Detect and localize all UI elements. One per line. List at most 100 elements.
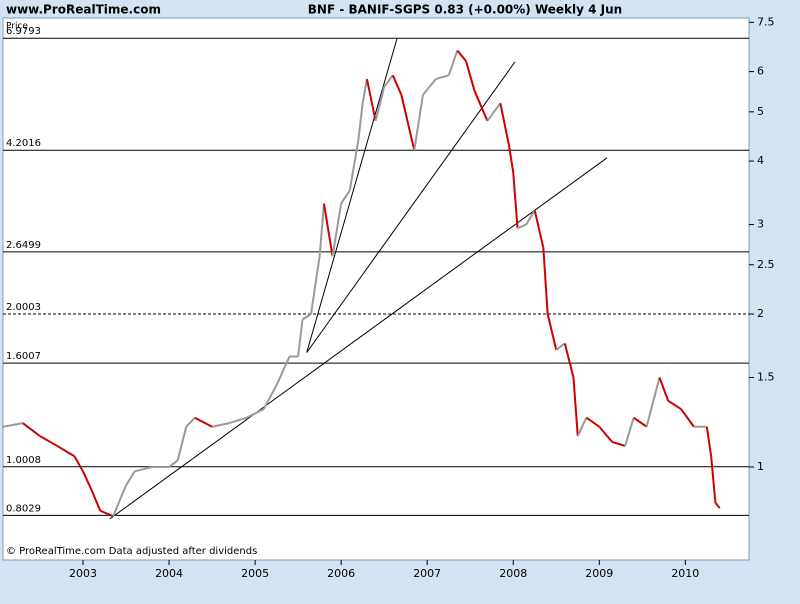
price-segment [90, 489, 102, 512]
price-segment [525, 209, 536, 226]
price-segment [112, 484, 127, 517]
level-label: 0.8029 [6, 503, 41, 514]
price-segment [318, 203, 325, 257]
trendline [306, 38, 398, 353]
plot-area [2, 17, 750, 561]
price-segment [572, 377, 579, 437]
price-segment [391, 74, 403, 96]
price-segment [365, 78, 377, 122]
price-segment [301, 313, 312, 321]
price-segment [168, 459, 179, 468]
price-segment [361, 78, 368, 104]
price-segment [310, 255, 321, 315]
x-tick-label: 2006 [327, 567, 355, 580]
price-segment [542, 247, 549, 315]
price-segment [645, 377, 661, 427]
price-segment [176, 426, 188, 461]
trendline [109, 157, 608, 520]
price-segment [456, 49, 467, 62]
price-segment [499, 102, 510, 146]
price-segment [322, 203, 334, 257]
price-segment [185, 417, 196, 428]
y-tick-label: 1.5 [757, 371, 775, 384]
price-segment [383, 74, 394, 88]
price-segment [56, 445, 75, 458]
price-segment [374, 86, 386, 122]
chart-title: BNF - BANIF-SGPS 0.83 (+0.00%) Weekly 4 … [308, 3, 622, 17]
y-tick-label: 6 [757, 65, 764, 78]
price-segment [39, 435, 58, 447]
price-segment [464, 60, 476, 92]
price-segment [82, 471, 93, 491]
price-segment [211, 422, 230, 428]
price-segment [611, 441, 626, 447]
price-segment [2, 422, 23, 428]
price-segment [125, 470, 136, 486]
price-segment [598, 426, 613, 443]
price-segment [297, 319, 304, 357]
price-segment [512, 172, 519, 229]
x-tick-label: 2007 [413, 567, 441, 580]
price-segment [555, 342, 566, 351]
price-segment [422, 78, 437, 96]
y-tick-label: 1 [757, 460, 764, 473]
price-segment [680, 408, 695, 428]
footer: © ProRealTime.com Data adjusted after di… [6, 546, 257, 557]
price-segment [517, 223, 527, 230]
price-segment [667, 399, 682, 410]
y-tick-label: 7.5 [757, 15, 775, 28]
price-segment [546, 313, 558, 351]
price-segment [357, 103, 364, 141]
level-label: 2.0003 [6, 302, 41, 313]
level-label: 2.6499 [6, 240, 41, 251]
price-segment [633, 416, 648, 428]
price-segment [624, 417, 635, 447]
level-label: 1.0008 [6, 455, 41, 466]
price-segment [705, 426, 713, 457]
price-segment [400, 94, 416, 151]
x-tick-label: 2008 [499, 567, 527, 580]
price-segment [262, 384, 278, 410]
price-segment [413, 94, 424, 151]
price-segment [275, 356, 291, 386]
price-segment [246, 408, 265, 419]
price-segment [473, 90, 489, 122]
price-segment [714, 502, 721, 509]
y-tick-label: 2 [757, 307, 764, 320]
price-segment [99, 509, 114, 518]
x-tick-label: 2009 [585, 567, 613, 580]
price-segment [585, 416, 600, 428]
price-segment [22, 422, 41, 437]
price-segment [710, 456, 717, 503]
price-segment [507, 144, 515, 173]
trendline [306, 61, 516, 353]
level-label: 1.6007 [6, 351, 41, 362]
price-segment [576, 417, 588, 437]
price-segment [435, 74, 449, 81]
price-segment [348, 139, 360, 191]
price-segment [134, 466, 153, 473]
y-tick-label: 2.5 [757, 258, 775, 271]
y-tick-label: 5 [757, 105, 764, 118]
level-label: 6.9793 [6, 26, 41, 37]
price-segment [486, 102, 502, 122]
price-segment [194, 416, 213, 428]
price-segment [331, 203, 343, 257]
price-segment [533, 210, 545, 249]
price-segment [447, 50, 459, 76]
y-label: Price [6, 22, 28, 32]
price-segment [658, 377, 670, 402]
level-label: 4.2016 [6, 138, 41, 149]
x-tick-label: 2003 [69, 567, 97, 580]
y-tick-label: 3 [757, 218, 764, 231]
x-tick-label: 2010 [671, 567, 699, 580]
x-tick-label: 2005 [241, 567, 269, 580]
price-segment [563, 343, 575, 378]
price-segment [228, 416, 247, 425]
x-tick-label: 2004 [155, 567, 183, 580]
price-segment [73, 455, 84, 472]
site-name: www.ProRealTime.com [6, 3, 161, 17]
y-tick-label: 4 [757, 154, 764, 167]
price-segment [340, 189, 351, 205]
